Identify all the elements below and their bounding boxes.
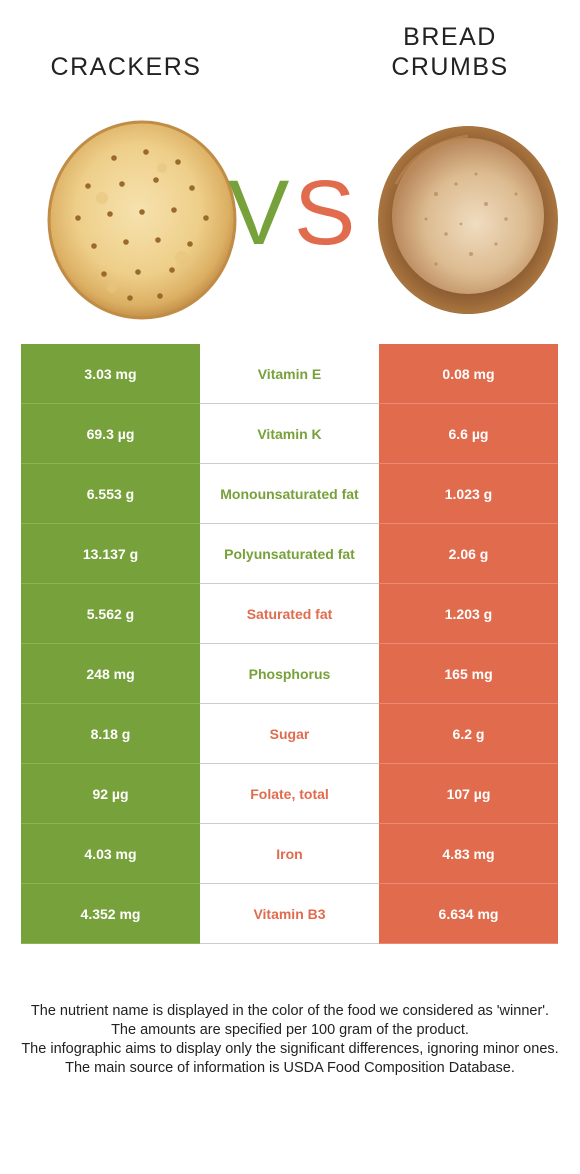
row-divider bbox=[379, 463, 558, 464]
bread-crumbs-value: 6.2 g bbox=[379, 704, 558, 763]
footer-line: The infographic aims to display only the… bbox=[21, 1041, 559, 1057]
food-right-title-line1: BREAD bbox=[403, 23, 497, 51]
table-row: 5.562 g Saturated fat 1.203 g bbox=[21, 584, 558, 644]
bread-crumbs-value: 6.6 µg bbox=[379, 404, 558, 463]
row-divider bbox=[21, 463, 200, 464]
nutrient-name: Vitamin E bbox=[200, 344, 379, 403]
row-divider bbox=[200, 943, 379, 944]
crackers-value: 248 mg bbox=[21, 644, 200, 703]
crackers-value: 4.352 mg bbox=[21, 884, 200, 943]
nutrient-name: Vitamin K bbox=[200, 404, 379, 463]
row-divider bbox=[379, 403, 558, 404]
crackers-value: 69.3 µg bbox=[21, 404, 200, 463]
row-divider bbox=[200, 583, 379, 584]
table-row: 92 µg Folate, total 107 µg bbox=[21, 764, 558, 824]
vs-label: V S bbox=[228, 162, 356, 264]
table-row: 69.3 µg Vitamin K 6.6 µg bbox=[21, 404, 558, 464]
crackers-value: 8.18 g bbox=[21, 704, 200, 763]
bread-crumbs-value: 107 µg bbox=[379, 764, 558, 823]
bread-crumbs-value: 2.06 g bbox=[379, 524, 558, 583]
table-row: 8.18 g Sugar 6.2 g bbox=[21, 704, 558, 764]
row-divider bbox=[200, 523, 379, 524]
footer-line: The amounts are specified per 100 gram o… bbox=[111, 1022, 469, 1038]
row-divider bbox=[379, 643, 558, 644]
row-divider bbox=[379, 943, 558, 944]
footer-line: The nutrient name is displayed in the co… bbox=[30, 1003, 550, 1019]
table-row: 4.03 mg Iron 4.83 mg bbox=[21, 824, 558, 884]
row-divider bbox=[21, 643, 200, 644]
row-divider bbox=[200, 703, 379, 704]
nutrient-name: Sugar bbox=[200, 704, 379, 763]
nutrient-name: Iron bbox=[200, 824, 379, 883]
crackers-value: 6.553 g bbox=[21, 464, 200, 523]
bread-crumbs-value: 0.08 mg bbox=[379, 344, 558, 403]
row-divider bbox=[379, 823, 558, 824]
table-row: 4.352 mg Vitamin B3 6.634 mg bbox=[21, 884, 558, 944]
row-divider bbox=[21, 583, 200, 584]
bread-crumbs-image bbox=[378, 126, 558, 314]
nutrient-name: Monounsaturated fat bbox=[200, 464, 379, 523]
bread-crumbs-value: 1.023 g bbox=[379, 464, 558, 523]
row-divider bbox=[21, 943, 200, 944]
nutrient-name: Polyunsaturated fat bbox=[200, 524, 379, 583]
row-divider bbox=[379, 523, 558, 524]
food-left-title: CRACKERS bbox=[50, 53, 202, 81]
bread-crumbs-value: 6.634 mg bbox=[379, 884, 558, 943]
header: CRACKERS BREAD CRUMBS V S bbox=[0, 0, 580, 340]
footer-line: The main source of information is USDA F… bbox=[65, 1060, 515, 1076]
table-row: 248 mg Phosphorus 165 mg bbox=[21, 644, 558, 704]
nutrient-name: Saturated fat bbox=[200, 584, 379, 643]
row-divider bbox=[200, 403, 379, 404]
nutrient-name: Folate, total bbox=[200, 764, 379, 823]
bread-crumbs-value: 165 mg bbox=[379, 644, 558, 703]
vs-v-letter: V bbox=[228, 162, 290, 264]
row-divider bbox=[200, 823, 379, 824]
row-divider bbox=[379, 883, 558, 884]
row-divider bbox=[200, 643, 379, 644]
crackers-value: 5.562 g bbox=[21, 584, 200, 643]
row-divider bbox=[21, 883, 200, 884]
nutrient-name: Phosphorus bbox=[200, 644, 379, 703]
row-divider bbox=[21, 763, 200, 764]
table-row: 3.03 mg Vitamin E 0.08 mg bbox=[21, 344, 558, 404]
row-divider bbox=[21, 823, 200, 824]
vs-s-letter: S bbox=[294, 162, 356, 264]
bread-crumbs-value: 1.203 g bbox=[379, 584, 558, 643]
crackers-value: 92 µg bbox=[21, 764, 200, 823]
row-divider bbox=[379, 703, 558, 704]
bread-crumbs-value: 4.83 mg bbox=[379, 824, 558, 883]
row-divider bbox=[200, 463, 379, 464]
row-divider bbox=[21, 523, 200, 524]
food-right-title-line2: CRUMBS bbox=[391, 53, 509, 81]
footer-notes: The nutrient name is displayed in the co… bbox=[20, 1002, 560, 1078]
crackers-value: 3.03 mg bbox=[21, 344, 200, 403]
food-right-title: BREAD CRUMBS bbox=[350, 22, 550, 82]
crackers-value: 4.03 mg bbox=[21, 824, 200, 883]
crackers-image bbox=[47, 120, 237, 320]
row-divider bbox=[200, 883, 379, 884]
row-divider bbox=[379, 583, 558, 584]
row-divider bbox=[200, 763, 379, 764]
table-row: 13.137 g Polyunsaturated fat 2.06 g bbox=[21, 524, 558, 584]
table-row: 6.553 g Monounsaturated fat 1.023 g bbox=[21, 464, 558, 524]
row-divider bbox=[379, 763, 558, 764]
row-divider bbox=[21, 403, 200, 404]
crackers-value: 13.137 g bbox=[21, 524, 200, 583]
row-divider bbox=[21, 703, 200, 704]
nutrient-name: Vitamin B3 bbox=[200, 884, 379, 943]
